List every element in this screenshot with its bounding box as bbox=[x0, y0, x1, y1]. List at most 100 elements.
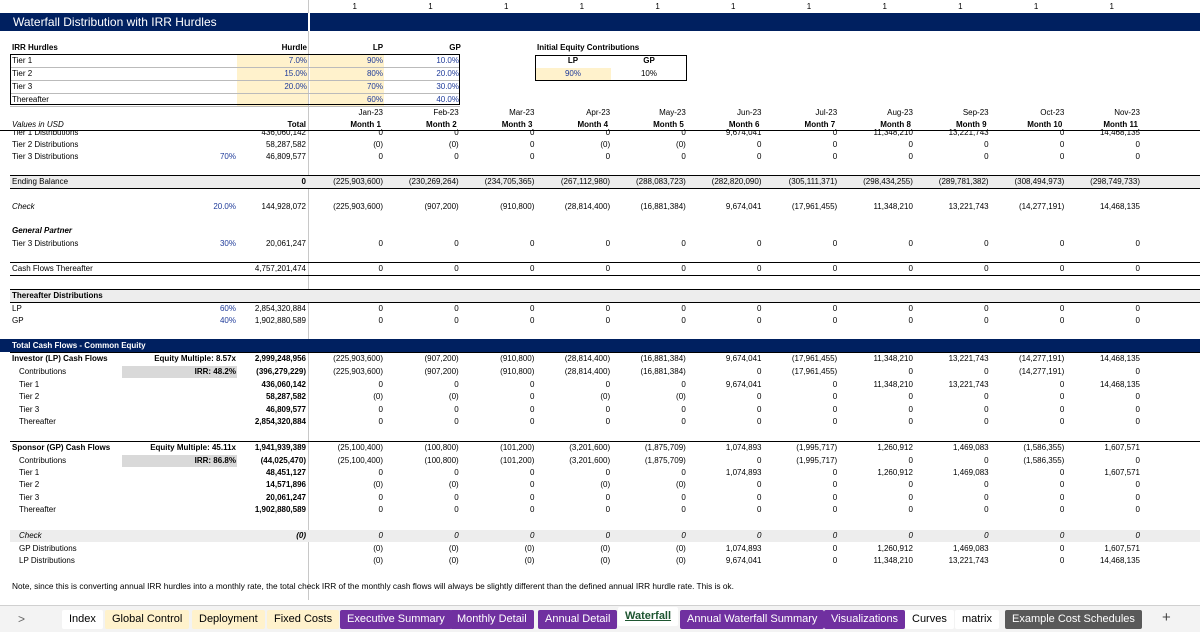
flag: 1 bbox=[655, 2, 660, 11]
input-cell bbox=[237, 94, 308, 106]
row-label: Thereafter bbox=[19, 505, 56, 514]
cell-value: (101,200) bbox=[500, 456, 535, 465]
sheet-tab[interactable]: Annual Waterfall Summary bbox=[680, 610, 825, 629]
row-line bbox=[10, 106, 460, 107]
cell-value: (0) bbox=[448, 544, 459, 553]
cell-value: (28,814,400) bbox=[564, 354, 611, 363]
cell-value: 14,468,135 bbox=[1099, 128, 1140, 137]
sheet-tab[interactable]: Visualizations bbox=[824, 610, 906, 629]
cell-value: 0 bbox=[908, 456, 913, 465]
cell-value: 0 bbox=[757, 493, 762, 502]
cell-value: (305,111,371) bbox=[788, 177, 838, 186]
cell-value: (0) bbox=[448, 480, 459, 489]
cell-value: 0 bbox=[984, 417, 989, 426]
cell-value: 0 bbox=[1059, 152, 1065, 161]
cell-value: 0 bbox=[529, 417, 535, 426]
sheet-tab[interactable]: Fixed Costs bbox=[267, 610, 340, 629]
cell-value: 0 bbox=[605, 316, 611, 325]
cell-value: 0 bbox=[378, 380, 383, 389]
cell-value: 14,468,135 bbox=[1099, 354, 1140, 363]
cell-value: 0 bbox=[832, 556, 838, 565]
sheet-tab[interactable]: Global Control bbox=[105, 610, 190, 629]
cell-value: 1,260,912 bbox=[877, 468, 913, 477]
cell-value: 0 bbox=[908, 405, 913, 414]
row-label: Tier 2 Distributions bbox=[12, 140, 79, 149]
cell-value: 0 bbox=[757, 480, 762, 489]
cell-value: (0) bbox=[676, 556, 686, 565]
flag: 1 bbox=[503, 2, 509, 11]
cell-value: 0 bbox=[605, 405, 611, 414]
flag: 1 bbox=[1109, 2, 1114, 11]
cell-value: 1,074,893 bbox=[725, 544, 762, 553]
cell-value: 1,607,571 bbox=[1104, 544, 1140, 553]
cell-value: (0) bbox=[373, 480, 383, 489]
row-line bbox=[10, 175, 1200, 176]
sheet-tab[interactable]: Index bbox=[62, 610, 103, 629]
row-label: Check bbox=[19, 531, 42, 540]
row-label: Thereafter Distributions bbox=[12, 291, 103, 300]
cell-value: (0) bbox=[676, 392, 686, 401]
hurdle-table-border bbox=[10, 54, 460, 105]
sheet-tab[interactable]: Deployment bbox=[192, 610, 265, 629]
cell-value: 14,468,135 bbox=[1099, 202, 1140, 211]
sheet-tab[interactable]: matrix bbox=[955, 610, 999, 629]
cell-value: 0 bbox=[454, 405, 459, 414]
tier-label: Thereafter bbox=[12, 95, 49, 104]
cell-value: 0 bbox=[908, 392, 913, 401]
row-label: Tier 1 bbox=[19, 468, 40, 477]
sheet-tab[interactable]: Monthly Detail bbox=[450, 610, 534, 629]
sheet-tab[interactable]: Executive Summary bbox=[340, 610, 452, 629]
row-note: IRR: 86.8% bbox=[194, 456, 236, 465]
cell-value: 0 bbox=[984, 367, 989, 376]
row-total: 2,854,320,884 bbox=[254, 304, 306, 313]
cell-value: 0 bbox=[1059, 316, 1065, 325]
cell-value: 0 bbox=[984, 264, 989, 273]
sheet-tab[interactable]: Waterfall bbox=[618, 607, 679, 626]
sheet-tab[interactable]: Annual Detail bbox=[538, 610, 618, 629]
cell-value: 0 bbox=[681, 380, 686, 389]
month-number: Month 4 bbox=[577, 120, 609, 130]
row-line bbox=[10, 441, 1200, 442]
cell-value: 9,674,041 bbox=[725, 556, 762, 565]
sheet-tab[interactable]: Example Cost Schedules bbox=[1005, 610, 1142, 629]
row-note: Equity Multiple: 8.57x bbox=[154, 354, 236, 363]
flag: 1 bbox=[806, 2, 812, 11]
hurdle-rate: 20.0% bbox=[284, 82, 307, 91]
cell-value: 0 bbox=[908, 417, 913, 426]
cell-value: 0 bbox=[1135, 304, 1140, 313]
tier-label: Tier 3 bbox=[12, 82, 33, 91]
flag: 1 bbox=[579, 2, 585, 11]
cell-value: 0 bbox=[1059, 493, 1065, 502]
row-total: 48,451,127 bbox=[265, 468, 306, 477]
flag: 1 bbox=[352, 2, 357, 11]
sheet-title: Waterfall Distribution with IRR Hurdles bbox=[13, 15, 217, 29]
cell-value: 0 bbox=[984, 392, 989, 401]
cell-value: 0 bbox=[984, 493, 989, 502]
cell-value: 0 bbox=[1135, 264, 1140, 273]
row-total: 46,809,577 bbox=[265, 405, 306, 414]
sheet-tab[interactable]: Curves bbox=[905, 610, 954, 629]
cell-value: 0 bbox=[1135, 480, 1140, 489]
cell-value: 0 bbox=[529, 316, 535, 325]
row-note: 30% bbox=[219, 239, 236, 248]
cell-value: (0) bbox=[600, 556, 611, 565]
row-label: LP bbox=[12, 304, 22, 313]
cell-value: 0 bbox=[529, 392, 535, 401]
cell-value: 0 bbox=[454, 304, 459, 313]
month-number: Month 1 bbox=[350, 120, 381, 130]
scroll-arrow[interactable]: > bbox=[18, 612, 26, 626]
cell-value: 1,260,912 bbox=[877, 443, 913, 452]
gp-split: 10.0% bbox=[436, 56, 459, 65]
month-date: Jun-23 bbox=[737, 108, 762, 117]
add-sheet[interactable]: + bbox=[1162, 609, 1171, 626]
cell-value: 0 bbox=[1135, 316, 1140, 325]
row-total: 1,902,880,589 bbox=[254, 505, 306, 514]
month-number: Month 2 bbox=[426, 120, 457, 130]
row-note: 20.0% bbox=[213, 202, 236, 211]
cell-value: 0 bbox=[605, 468, 611, 477]
cell-value: (25,100,400) bbox=[337, 456, 383, 465]
equity-header: GP bbox=[643, 56, 655, 65]
cell-value: (907,200) bbox=[424, 354, 459, 363]
cell-value: 0 bbox=[605, 380, 611, 389]
month-date: Mar-23 bbox=[509, 108, 535, 117]
